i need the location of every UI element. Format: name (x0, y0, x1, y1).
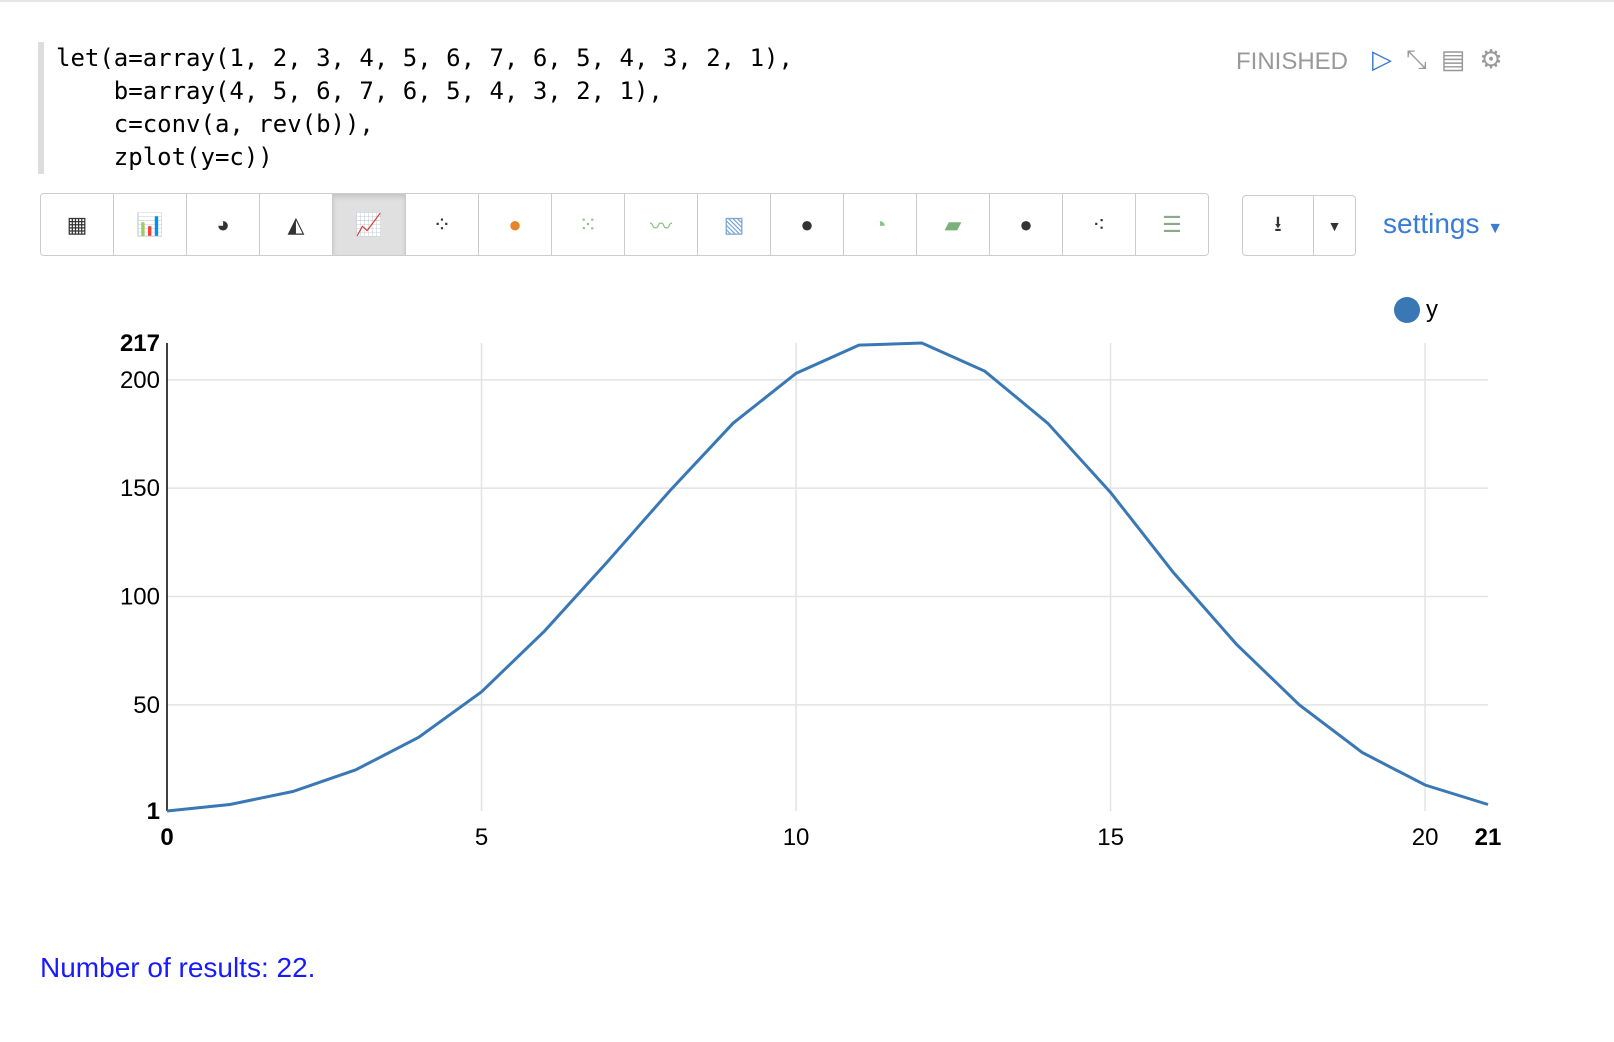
legend-label: y (1426, 296, 1438, 323)
chart-type-button[interactable]: ☰ (1136, 194, 1208, 255)
divider (0, 0, 1614, 2)
chart-type-button[interactable]: ● (479, 194, 552, 255)
chart-type-button[interactable]: ⁖ (1063, 194, 1136, 255)
chart-type-button[interactable]: 📈 (333, 194, 406, 255)
download-button[interactable]: ⭳ (1243, 196, 1314, 255)
y-tick-label: 100 (120, 584, 160, 611)
chart-type-button[interactable]: ▰ (917, 194, 990, 255)
settings-toggle[interactable]: settings ▼ (1383, 208, 1503, 240)
download-group: ⭳ ▼ (1242, 195, 1356, 256)
line-chart-icon: 📈 (355, 211, 383, 237)
code-editor[interactable]: let(a=array(1, 2, 3, 4, 5, 6, 7, 6, 5, 4… (38, 42, 876, 174)
download-dropdown[interactable]: ▼ (1314, 196, 1355, 255)
y-tick-label: 200 (120, 367, 160, 394)
results-count: Number of results: 22. (40, 952, 316, 983)
x-tick-label: 21 (1475, 824, 1502, 851)
chart-type-button[interactable]: 📊 (114, 194, 187, 255)
chart-type-button[interactable]: ● (990, 194, 1063, 255)
pie-icon: ◔ (873, 211, 887, 237)
chart-type-button[interactable]: ◔ (844, 194, 917, 255)
globe-icon: ● (1019, 211, 1033, 237)
x-tick-label: 5 (475, 824, 488, 851)
x-tick-label: 0 (160, 824, 173, 851)
stacked-area-icon: ▰ (944, 211, 962, 237)
y-tick-label: 150 (120, 475, 160, 502)
map-icon: ● (508, 211, 522, 237)
chart-type-button[interactable]: 〰 (625, 194, 698, 255)
download-icon: ⭳ (1274, 210, 1282, 236)
bar-chart-icon: 📊 (136, 211, 164, 237)
y-tick-label: 217 (120, 330, 160, 357)
globe-icon: ● (800, 211, 814, 237)
book-icon[interactable]: ▤ (1440, 44, 1466, 74)
scatter-chart-icon: ⁘ (432, 211, 452, 237)
chart-type-button[interactable]: ◕ (187, 194, 260, 255)
pie-chart-icon: ◕ (216, 211, 230, 237)
x-tick-label: 10 (783, 824, 810, 851)
matrix-icon: ▧ (723, 211, 745, 237)
caret-down-icon: ▼ (1487, 220, 1504, 237)
visualization-toolbar: ▦ 📊 ◕ ◭ 📈 ⁘ ● ⁙ 〰 ▧ ● ◔ ▰ ● ⁖ ☰ (40, 193, 1209, 256)
y-tick-label: 1 (147, 798, 160, 825)
chart-type-button[interactable]: ◭ (260, 194, 333, 255)
bubble-icon: ⁖ (1092, 211, 1106, 237)
run-icon[interactable]: ▷ (1372, 44, 1392, 74)
chart-type-button[interactable]: ▧ (698, 194, 771, 255)
chart-type-button[interactable]: ▦ (41, 194, 114, 255)
x-tick-label: 15 (1097, 824, 1124, 851)
legend-marker (1394, 297, 1420, 323)
chart-type-button[interactable]: ● (771, 194, 844, 255)
multi-line-icon: 〰 (649, 213, 672, 239)
status-label: FINISHED (1236, 48, 1349, 75)
area-chart-icon: ◭ (287, 211, 305, 237)
legend[interactable]: y (1394, 296, 1438, 324)
collapse-icon[interactable]: ⤡ (1406, 44, 1427, 74)
caret-down-icon: ▼ (1327, 217, 1342, 234)
x-tick-label: 20 (1412, 824, 1439, 851)
y-tick-label: 50 (133, 692, 160, 719)
chart-type-button[interactable]: ⁙ (552, 194, 625, 255)
chart-type-button[interactable]: ⁘ (406, 194, 479, 255)
gear-icon[interactable]: ⚙ (1479, 44, 1503, 74)
parallel-icon: ☰ (1162, 211, 1182, 237)
heatmap-icon: ⁙ (578, 211, 598, 237)
table-icon: ▦ (66, 211, 88, 237)
series-line (166, 341, 1489, 813)
settings-label: settings (1383, 208, 1480, 239)
